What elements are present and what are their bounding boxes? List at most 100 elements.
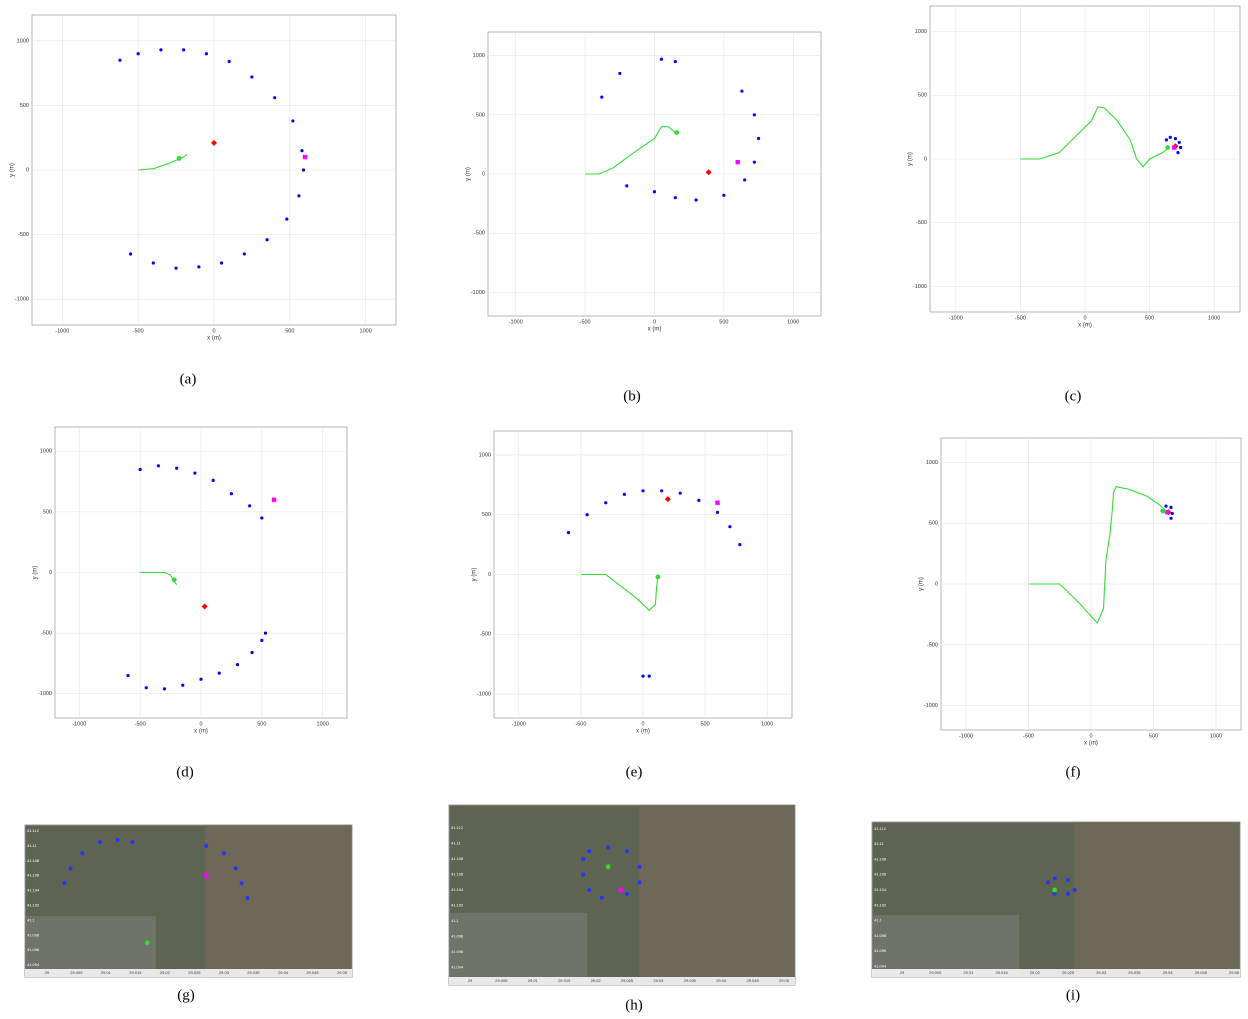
particle — [245, 896, 250, 901]
y-tick-label: 41.1 — [874, 918, 883, 923]
particle — [285, 217, 289, 221]
x-tick-label: 29.02 — [591, 978, 602, 983]
particle — [624, 891, 629, 896]
x-tick-label: 0 — [1089, 733, 1092, 739]
x-tick-label: 29.05 — [779, 978, 790, 983]
y-tick-label: -500 — [916, 220, 927, 226]
x-tick-label: 29.04 — [716, 978, 727, 983]
y-axis-label: y (m) — [472, 568, 478, 582]
marker-square — [271, 497, 277, 502]
x-tick-label: 0 — [653, 319, 656, 325]
particle — [585, 513, 589, 517]
particle — [273, 96, 277, 100]
x-tick-label: -1000 — [959, 733, 973, 739]
y-tick-label: 41.098 — [451, 933, 464, 938]
y-tick-label: -1000 — [477, 692, 491, 698]
map-terrain — [204, 825, 352, 977]
particle — [622, 492, 626, 496]
y-tick-label: 500 — [918, 93, 927, 99]
particle — [239, 881, 244, 886]
particle — [738, 543, 742, 547]
panel: -1000 -500 0 500 1000 -1000 -500 0 500 1000 x (m) y… — [10, 14, 397, 387]
map-footer — [25, 969, 352, 977]
y-tick-label: 500 — [929, 521, 938, 527]
y-tick-label: 41.11 — [27, 843, 37, 848]
marker-square — [1165, 510, 1170, 515]
x-tick-label: -500 — [133, 328, 144, 334]
caption: (g) — [177, 987, 195, 1003]
x-axis-label: x (m) — [648, 327, 662, 333]
particle — [193, 471, 197, 475]
particle — [694, 198, 698, 202]
y-tick-label: 41.102 — [27, 903, 40, 908]
marker-diamond — [705, 169, 712, 176]
y-tick-label: 41.104 — [874, 887, 887, 892]
x-tick-label: 29 — [45, 970, 50, 975]
x-axis-label: x (m) — [636, 729, 650, 735]
x-tick-label: 29.005 — [929, 970, 942, 975]
particle — [678, 491, 682, 495]
particle — [606, 845, 611, 850]
x-tick-label: 0 — [1083, 315, 1086, 321]
marker-circle — [674, 130, 680, 135]
x-tick-label: 500 — [700, 721, 709, 727]
particle — [250, 75, 254, 79]
particle — [300, 149, 304, 153]
caption: (e) — [626, 764, 643, 780]
panel: 29 29.005 29.01 29.015 29.02 29.025 29.03 29.03… — [871, 821, 1241, 1003]
y-tick-label: 41.112 — [451, 825, 464, 830]
particle — [1178, 145, 1183, 150]
x-tick-label: 29.025 — [621, 978, 634, 983]
particle — [118, 58, 122, 62]
particle — [1072, 887, 1077, 892]
x-tick-label: 1000 — [787, 319, 799, 325]
y-tick-label: -500 — [18, 232, 29, 238]
marker-circle — [655, 574, 661, 580]
y-tick-label: 41.104 — [451, 887, 464, 892]
x-axis-label: x (m) — [207, 336, 221, 342]
particle — [248, 504, 252, 508]
particle — [624, 849, 629, 854]
x-tick-label: 29.045 — [746, 978, 759, 983]
particle — [1169, 505, 1173, 509]
particle — [156, 464, 161, 468]
particle — [233, 866, 238, 871]
y-tick-label: -1000 — [38, 691, 52, 697]
particle — [604, 501, 608, 505]
y-tick-label: 41.102 — [874, 902, 887, 907]
panel: -1000 -500 0 500 1000 -1000 -500 0 500 1000 x (m) y… — [908, 5, 1241, 404]
particle — [197, 265, 201, 269]
x-tick-label: -1000 — [55, 328, 69, 334]
y-axis-label: y (m) — [908, 152, 914, 166]
y-tick-label: -1000 — [913, 284, 927, 290]
x-tick-label: 29.04 — [278, 970, 289, 975]
particle — [151, 261, 155, 265]
y-tick-label: 41.096 — [27, 947, 40, 952]
particle — [126, 673, 130, 678]
x-tick-label: 0 — [212, 328, 215, 334]
panel: -1000 -500 0 500 1000 -1000 -500 0 500 1000 x (m) y… — [472, 430, 793, 780]
y-tick-label: 41.102 — [451, 902, 464, 907]
x-tick-label: 29.04 — [1163, 970, 1174, 975]
particle — [115, 837, 120, 842]
panel: -1000 -500 0 500 1000 -1000 -500 0 500 1000 x (m) y… — [466, 31, 822, 404]
marker-circle — [1165, 145, 1171, 150]
marker-diamond — [211, 139, 217, 146]
x-tick-label: -500 — [575, 721, 586, 727]
y-tick-label: 41.098 — [874, 933, 887, 938]
particle — [722, 193, 726, 197]
particle — [652, 190, 657, 194]
particle — [641, 489, 645, 493]
y-tick-label: -500 — [41, 631, 52, 637]
y-tick-label: 1000 — [473, 53, 485, 59]
caption: (b) — [623, 388, 641, 404]
x-tick-label: 500 — [719, 319, 728, 325]
particle — [1173, 137, 1178, 141]
particle — [697, 498, 701, 502]
map-footer — [872, 969, 1240, 977]
particle — [138, 467, 142, 472]
map-terrain — [1074, 822, 1240, 977]
x-tick-label: -500 — [580, 319, 591, 325]
x-axis-label: x (m) — [1084, 741, 1098, 747]
marker-diamond — [664, 496, 671, 503]
